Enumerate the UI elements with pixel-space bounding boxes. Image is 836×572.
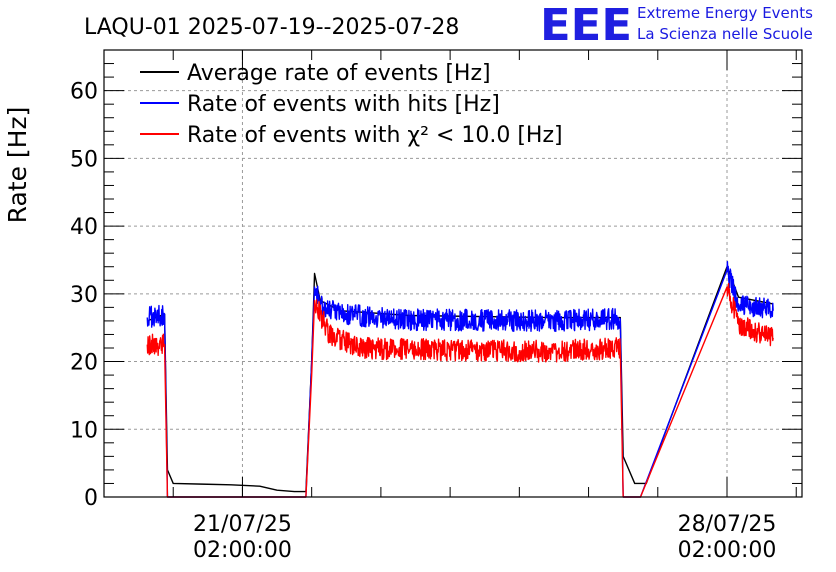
x-tick-time: 02:00:00 <box>193 538 292 563</box>
y-tick-label: 50 <box>70 147 98 172</box>
x-tick-date: 28/07/25 <box>678 512 777 537</box>
grid <box>104 50 802 497</box>
legend-label-2: Rate of events with hits [Hz] <box>187 92 500 117</box>
chart-title: LAQU-01 2025-07-19--2025-07-28 <box>84 15 459 40</box>
x-tick-date: 21/07/25 <box>193 512 292 537</box>
y-tick-label: 30 <box>70 283 98 308</box>
eee-logo: EEE Extreme Energy Events La Scienza nel… <box>540 0 813 51</box>
y-tick-labels: 0 10 20 30 40 50 60 <box>70 80 98 511</box>
logo-line-2: La Scienza nelle Scuole <box>637 25 813 43</box>
logo-line-1: Extreme Energy Events <box>637 4 813 22</box>
y-tick-label: 40 <box>70 215 98 240</box>
series-line-3 <box>146 282 774 498</box>
legend: Average rate of events [Hz] Rate of event… <box>140 61 563 148</box>
axis-ticks <box>103 49 802 498</box>
series-line-1 <box>147 266 774 493</box>
y-tick-label: 10 <box>70 418 98 443</box>
plot-frame <box>103 49 803 498</box>
y-tick-label: 20 <box>70 351 98 376</box>
eee-logo-mark: EEE <box>540 0 632 51</box>
series-line-2 <box>146 260 774 498</box>
legend-label-3: Rate of events with χ² < 10.0 [Hz] <box>187 123 563 148</box>
legend-label-1: Average rate of events [Hz] <box>187 61 491 86</box>
y-tick-label: 0 <box>84 486 98 511</box>
y-tick-label: 60 <box>70 80 98 105</box>
series-layer <box>146 260 774 498</box>
x-tick-time: 02:00:00 <box>678 538 777 563</box>
y-axis-label: Rate [Hz] <box>3 107 32 224</box>
